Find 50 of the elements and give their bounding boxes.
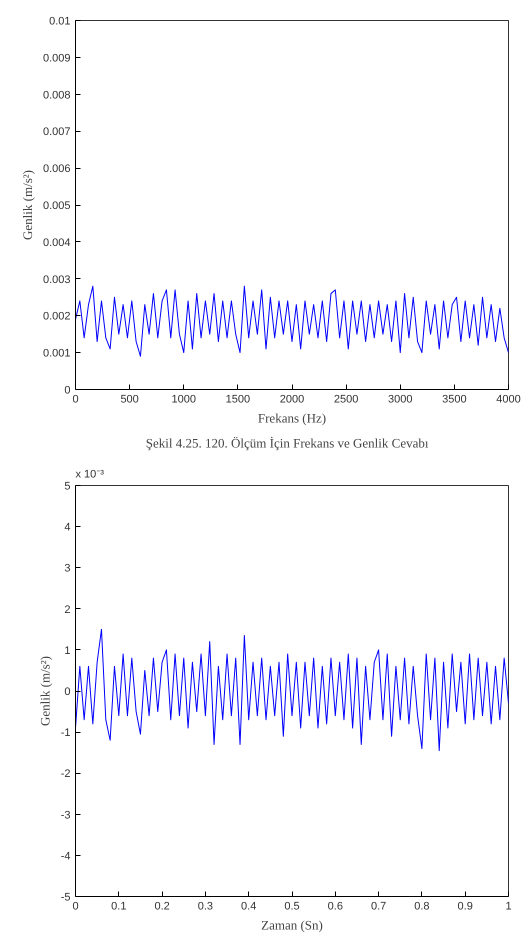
x-tick-label: 0 — [72, 394, 79, 406]
x-tick-label: 0.4 — [241, 900, 256, 912]
x-tick-label: 1000 — [172, 394, 196, 406]
x-tick-label: 0.6 — [328, 900, 343, 912]
y-tick-label: 0.006 — [42, 163, 71, 176]
y-tick-label: 0 — [64, 686, 71, 698]
y-axis-title: Genlik (m/s²) — [20, 170, 35, 240]
y-tick-label: 0 — [64, 384, 71, 396]
y-tick-label: 0.005 — [42, 200, 71, 212]
y-tick-label: 0.003 — [42, 274, 71, 286]
x-tick-label: 1500 — [226, 394, 250, 406]
x-tick-label: 3000 — [388, 394, 412, 406]
y-axis-title: Genlik (m/s²) — [38, 656, 53, 726]
y-tick-label: 3 — [64, 562, 71, 575]
line-series — [76, 628, 508, 752]
x-tick-label: 0.3 — [198, 900, 214, 912]
y-tick-label: 0.001 — [42, 348, 71, 360]
x-tick-label: 0.5 — [284, 900, 300, 912]
y-tick-label: 0.007 — [42, 126, 71, 138]
line-series — [76, 286, 508, 357]
y-tick-label: 0.009 — [42, 52, 71, 64]
y-tick-label: 4 — [64, 522, 71, 534]
y-tick-label: -3 — [60, 809, 70, 822]
x-tick-label: 4000 — [496, 394, 521, 406]
x-tick-label: 0.1 — [111, 900, 126, 912]
y-tick-label: 5 — [64, 480, 71, 492]
x-axis-title: Zaman (Sn) — [261, 918, 323, 932]
y-tick-label: -1 — [60, 727, 70, 740]
text: Şekil 4.25. 120. Ölçüm İçin Frekans ve Genlik Cevabı — [146, 436, 429, 450]
y-tick-label: -5 — [60, 892, 70, 904]
y-tick-label: -2 — [60, 768, 70, 780]
y-tick-label: 0.002 — [42, 310, 71, 323]
x-axis-title: Frekans (Hz) — [258, 410, 326, 426]
x-tick-label: 3500 — [442, 394, 467, 406]
x-tick-label: 0 — [72, 900, 79, 912]
x-tick-label: 2000 — [280, 394, 304, 406]
x-tick-label: 0.8 — [414, 900, 430, 912]
y-tick-label: 1 — [64, 644, 71, 657]
y-tick-label: 0.008 — [42, 89, 71, 102]
x-tick-label: 500 — [120, 394, 139, 406]
x-tick-label: 1 — [505, 900, 512, 912]
y-tick-label: -4 — [60, 850, 70, 862]
x-tick-label: 0.2 — [154, 900, 170, 912]
x-tick-label: 0.9 — [458, 900, 473, 912]
x-tick-label: 0.7 — [370, 900, 386, 912]
text: x 10⁻³ — [76, 468, 104, 480]
y-tick-label: 2 — [64, 604, 71, 616]
x-tick-label: 2500 — [334, 394, 358, 406]
y-tick-label: 0.004 — [42, 236, 71, 249]
y-tick-label: 0.01 — [49, 16, 71, 28]
